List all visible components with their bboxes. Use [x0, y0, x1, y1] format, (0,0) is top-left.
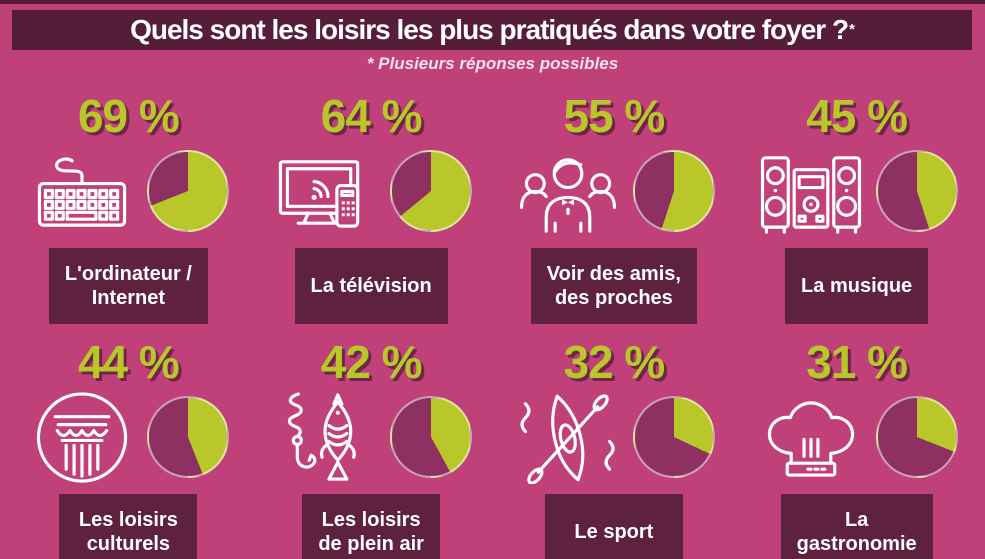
- stat-cell-sport: 32 % Le sport: [496, 336, 733, 559]
- label-line: culturels: [86, 533, 171, 555]
- percentage-value: 64 %: [320, 90, 423, 142]
- television-icon: [279, 160, 360, 228]
- icon-row: [27, 390, 230, 484]
- label-box: La musique: [785, 248, 929, 324]
- pie-chart: [875, 396, 958, 478]
- percentage-value: 32 %: [563, 336, 665, 388]
- label-line: Les loisirs: [78, 508, 178, 531]
- pie-chart: [632, 396, 715, 478]
- stat-cell-plein-air: 42 % Les loisirs de plein air: [253, 336, 490, 559]
- fish-hook-icon: [287, 392, 356, 481]
- icon-row: [270, 144, 473, 238]
- percentage-value: 45 %: [806, 90, 908, 142]
- label-box: La télévision: [294, 248, 448, 324]
- label-line: La: [844, 508, 869, 531]
- pie-chart: [147, 396, 230, 478]
- icon-row: [27, 144, 230, 238]
- subtitle-note: * Plusieurs réponses possibles: [366, 54, 619, 73]
- icon-row: [513, 390, 715, 484]
- label-box: Les loisirs culturels: [59, 494, 198, 559]
- pie-chart: [875, 150, 958, 232]
- label-line: L'ordinateur /: [64, 262, 192, 285]
- column-icon: [37, 392, 128, 483]
- label-box: La gastronomie: [780, 494, 933, 559]
- label-line: de plein air: [318, 533, 424, 555]
- pie-chart: [147, 150, 230, 232]
- percentage-value: 31 %: [806, 336, 908, 388]
- label-line: Voir des amis,: [546, 262, 681, 285]
- chef-hat-icon: [767, 401, 854, 477]
- stat-cell-culturels: 44 % Les loisirs culturels: [10, 336, 247, 559]
- page-title: Quels sont les loisirs les plus pratiqué…: [130, 14, 849, 45]
- friends-icon: [519, 158, 616, 233]
- label-line: La musique: [801, 274, 913, 297]
- kayak-icon: [520, 394, 615, 484]
- percentage-value: 69 %: [77, 90, 180, 142]
- pie-chart: [390, 396, 473, 478]
- label-line: gastronomie: [796, 533, 917, 555]
- stats-grid: 69 % L'ordinateur / Internet 64 %: [10, 90, 975, 559]
- label-box: L'ordinateur / Internet: [48, 248, 208, 324]
- icon-row: [270, 390, 473, 484]
- icon-row: [513, 144, 715, 238]
- label-line: La télévision: [310, 274, 432, 297]
- pie-chart: [390, 150, 473, 232]
- label-line: Le sport: [574, 520, 654, 543]
- top-border-strip: [0, 0, 985, 4]
- title-bar: Quels sont les loisirs les plus pratiqué…: [12, 10, 972, 50]
- icon-row: [756, 144, 958, 238]
- pie-chart: [632, 150, 715, 232]
- stat-cell-gastronomie: 31 % La gastronomie: [738, 336, 975, 559]
- percentage-value: 42 %: [320, 336, 423, 388]
- stereo-icon: [760, 156, 861, 234]
- icon-row: [756, 390, 958, 484]
- label-box: Le sport: [544, 494, 683, 559]
- stat-cell-ordinateur: 69 % L'ordinateur / Internet: [10, 90, 247, 336]
- percentage-value: 55 %: [563, 90, 665, 142]
- keyboard-icon: [38, 157, 127, 227]
- label-line: Internet: [91, 287, 166, 309]
- label-line: des proches: [554, 287, 673, 309]
- label-box: Voir des amis, des proches: [530, 248, 697, 324]
- stat-cell-amis: 55 % Voir des amis, des proches: [496, 90, 733, 336]
- label-line: Les loisirs: [321, 508, 421, 531]
- stat-cell-musique: 45 % La musique: [738, 90, 975, 336]
- label-box: Les loisirs de plein air: [302, 494, 441, 559]
- stat-cell-television: 64 % La télévision: [253, 90, 490, 336]
- percentage-value: 44 %: [77, 336, 180, 388]
